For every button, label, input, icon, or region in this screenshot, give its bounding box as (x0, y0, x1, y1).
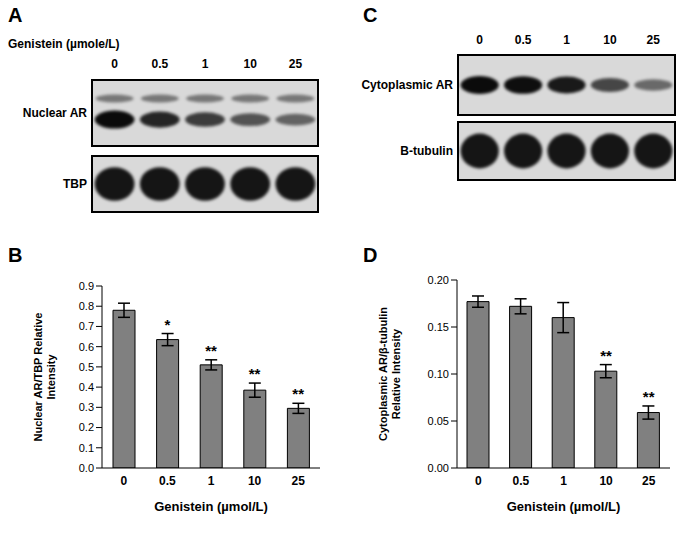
svg-text:0: 0 (475, 474, 482, 488)
svg-text:*: * (164, 316, 170, 333)
svg-text:0.8: 0.8 (79, 300, 94, 312)
svg-text:0.20: 0.20 (428, 274, 449, 286)
svg-text:A: A (8, 4, 22, 26)
svg-text:0.15: 0.15 (428, 321, 449, 333)
svg-text:10: 10 (248, 474, 262, 488)
svg-text:0.2: 0.2 (79, 421, 94, 433)
svg-text:**: ** (249, 365, 261, 382)
svg-text:C: C (363, 4, 377, 26)
svg-text:0.7: 0.7 (79, 320, 94, 332)
svg-text:0: 0 (120, 474, 127, 488)
svg-text:Cytoplasmic AR/β-tubulinRelati: Cytoplasmic AR/β-tubulinRelative Intensi… (377, 307, 402, 441)
svg-text:TBP: TBP (63, 177, 87, 191)
svg-text:**: ** (205, 342, 217, 359)
svg-text:1: 1 (202, 57, 209, 71)
svg-text:10: 10 (244, 57, 258, 71)
svg-text:25: 25 (292, 474, 306, 488)
svg-text:Genistein (µmole/L): Genistein (µmole/L) (8, 37, 120, 51)
svg-text:1: 1 (208, 474, 215, 488)
svg-text:0.3: 0.3 (79, 401, 94, 413)
svg-text:0.0: 0.0 (79, 462, 94, 474)
svg-text:25: 25 (642, 474, 656, 488)
svg-text:0.9: 0.9 (79, 280, 94, 292)
svg-text:0.5: 0.5 (151, 57, 168, 71)
svg-text:10: 10 (599, 474, 613, 488)
svg-text:0.10: 0.10 (428, 368, 449, 380)
svg-text:0.4: 0.4 (79, 381, 94, 393)
svg-text:**: ** (643, 388, 655, 405)
svg-text:**: ** (292, 385, 304, 402)
svg-text:0.00: 0.00 (428, 462, 449, 474)
svg-text:0.6: 0.6 (79, 341, 94, 353)
svg-text:0.1: 0.1 (79, 442, 94, 454)
svg-text:**: ** (600, 347, 612, 364)
svg-text:25: 25 (289, 57, 303, 71)
svg-text:Genistein (µmol/L): Genistein (µmol/L) (154, 499, 268, 514)
svg-text:1: 1 (560, 474, 567, 488)
svg-text:0.05: 0.05 (428, 415, 449, 427)
svg-text:0.5: 0.5 (513, 474, 530, 488)
svg-text:Cytoplasmic AR: Cytoplasmic AR (361, 78, 453, 92)
svg-text:Nuclear AR/TBP RelativeIntensi: Nuclear AR/TBP RelativeIntensity (32, 313, 57, 442)
svg-text:25: 25 (647, 33, 661, 47)
svg-text:B-tubulin: B-tubulin (400, 144, 453, 158)
svg-text:0: 0 (476, 33, 483, 47)
svg-text:B: B (8, 244, 22, 266)
svg-text:D: D (363, 244, 377, 266)
svg-text:0.5: 0.5 (79, 361, 94, 373)
svg-text:10: 10 (603, 33, 617, 47)
svg-text:1: 1 (563, 33, 570, 47)
svg-text:0.5: 0.5 (515, 33, 532, 47)
svg-text:0.5: 0.5 (159, 474, 176, 488)
svg-text:0: 0 (111, 57, 118, 71)
svg-text:Nuclear AR: Nuclear AR (23, 106, 88, 120)
svg-text:Genistein (µmol/L): Genistein (µmol/L) (507, 499, 621, 514)
